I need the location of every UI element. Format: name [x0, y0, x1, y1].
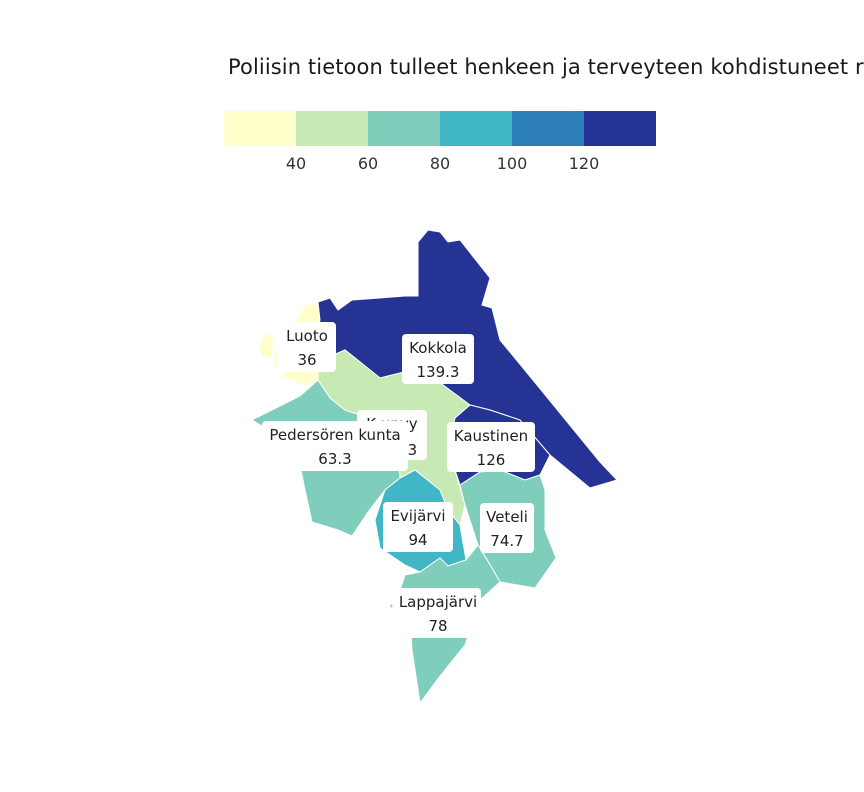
legend-tick: 120 [568, 154, 600, 173]
label-luoto: Luoto 36 [278, 322, 336, 372]
legend-tick: 40 [285, 154, 307, 173]
region-lappajarvi-islet[interactable] [390, 604, 393, 608]
svg-text:126: 126 [477, 451, 506, 469]
label-pedersoren-kunta: Pedersören kunta 63.3 [262, 421, 408, 471]
legend-swatch [512, 111, 584, 146]
region-luoto-islet[interactable] [257, 331, 275, 361]
svg-text:Luoto: Luoto [286, 327, 328, 345]
map-title: Poliisin tietoon tulleet henkeen ja terv… [228, 55, 864, 79]
svg-text:Kaustinen: Kaustinen [454, 427, 528, 445]
label-kaustinen: Kaustinen 126 [447, 422, 535, 472]
svg-text:78: 78 [428, 617, 447, 635]
svg-text:36: 36 [297, 351, 316, 369]
color-legend [224, 111, 656, 146]
legend-swatch [440, 111, 512, 146]
svg-text:Evijärvi: Evijärvi [390, 507, 445, 525]
legend-tick: 80 [429, 154, 451, 173]
svg-text:94: 94 [408, 531, 427, 549]
legend-tick: 100 [496, 154, 528, 173]
svg-text:74.7: 74.7 [490, 532, 523, 550]
legend-swatch [224, 111, 296, 146]
legend-tick: 60 [357, 154, 379, 173]
legend-swatch [584, 111, 656, 146]
legend-swatch [368, 111, 440, 146]
label-lappajarvi: Lappajärvi 78 [395, 588, 481, 638]
label-evijarvi: Evijärvi 94 [383, 502, 453, 552]
svg-text:Veteli: Veteli [486, 508, 528, 526]
svg-text:Pedersören kunta: Pedersören kunta [269, 426, 400, 444]
svg-text:139.3: 139.3 [417, 363, 460, 381]
legend-swatch [296, 111, 368, 146]
svg-text:Lappajärvi: Lappajärvi [399, 593, 477, 611]
svg-text:Kokkola: Kokkola [409, 339, 467, 357]
svg-text:63.3: 63.3 [318, 450, 351, 468]
label-veteli: Veteli 74.7 [480, 503, 534, 553]
label-kokkola: Kokkola 139.3 [402, 334, 474, 384]
